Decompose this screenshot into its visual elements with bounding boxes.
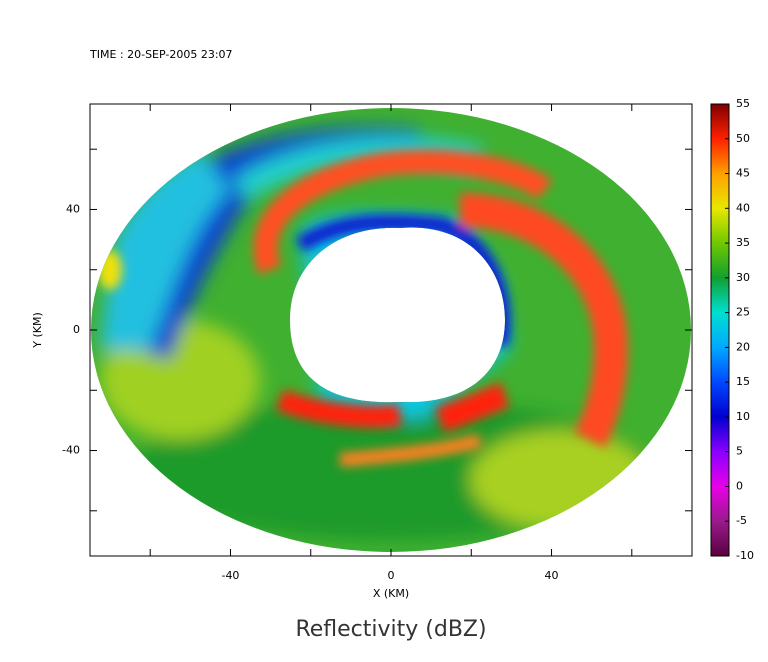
y-tick-label: 0 [73,323,80,336]
colorbar-tick-label: 50 [736,132,750,145]
x-tick-label: 0 [388,569,395,582]
colorbar-tick-label: 10 [736,410,750,423]
colorbar-tick-label: 40 [736,201,750,214]
time-label: TIME : 20-SEP-2005 23:07 [89,48,233,61]
chart-title: Reflectivity (dBZ) [295,617,486,642]
colorbar-tick-label: 25 [736,306,750,319]
reflectivity-field [91,108,691,552]
colorbar-tick-label: 0 [736,479,743,492]
colorbar-tick-label: 5 [736,445,743,458]
colorbar-tick-label: 55 [736,97,750,110]
colorbar-tick-label: 20 [736,340,750,353]
colorbar [710,103,730,557]
x-axis-label: X (KM) [373,587,409,600]
colorbar-tick-label: 30 [736,271,750,284]
colorbar-tick-label: 45 [736,167,750,180]
colorbar-tick-label: 15 [736,375,750,388]
colorbar-tick-label: -10 [736,549,754,562]
colorbar-tick-label: -5 [736,514,747,527]
y-tick-label: -40 [62,444,80,457]
x-tick-label: -40 [221,569,239,582]
y-axis-label: Y (KM) [31,312,44,349]
x-tick-label: 40 [545,569,559,582]
y-tick-label: 40 [66,202,80,215]
colorbar-tick-label: 35 [736,236,750,249]
